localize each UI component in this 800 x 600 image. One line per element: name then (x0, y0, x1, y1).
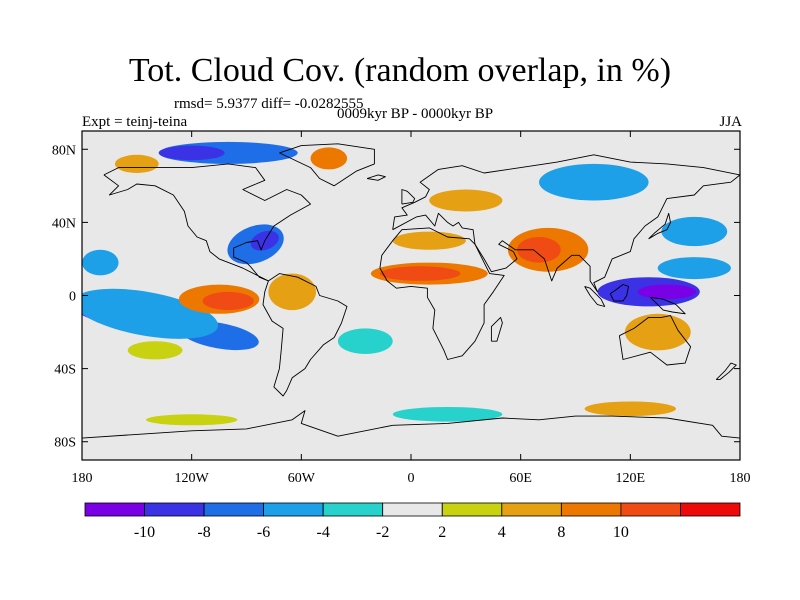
colorbar-label: 4 (498, 524, 506, 541)
coastline-africa (379, 227, 505, 360)
lon-tick-label: 120W (175, 471, 210, 486)
colorbar-label: 8 (557, 524, 565, 541)
coastline-iceland (366, 174, 386, 181)
axis-ticks: 80N 40N 0 40S 80S 180 120W 60W 0 60E 120E 180 (52, 131, 751, 486)
anomaly-australia-positive (624, 313, 691, 351)
colorbar-swatch (203, 502, 265, 517)
lon-tick-label: 60E (509, 471, 532, 486)
coastline-sumatra (584, 285, 606, 307)
anomaly-north-pacific-east (661, 216, 728, 247)
coastline-eurasia (392, 154, 740, 293)
colorbar-swatch (620, 502, 681, 517)
coastlines (82, 143, 740, 439)
coastline-madagascar (490, 316, 503, 342)
anomaly-greenland-red (310, 147, 348, 170)
anomaly-north-pacific-west (82, 249, 119, 276)
anomaly-tropical-south-america (268, 273, 317, 311)
plot-title: Tot. Cloud Cov. (random overlap, in %) (128, 52, 672, 89)
anomaly-southern-ocean-teal (392, 407, 503, 422)
colorbar-swatch (441, 502, 503, 517)
coastline-borneo (609, 284, 629, 302)
anomaly-south-pacific-green (127, 341, 183, 360)
coastline-japan (648, 212, 671, 240)
anomaly-southern-ocean-orange (584, 401, 676, 417)
coastline-north-america (103, 163, 311, 282)
anomaly-east-pacific-core (202, 291, 254, 311)
lon-tick-label: 180 (72, 471, 93, 486)
colorbar-label: -2 (376, 524, 389, 541)
colorbar-label: -6 (257, 524, 270, 541)
anomaly-maritime-core (637, 284, 697, 300)
anomaly-south-atlantic-teal (337, 328, 393, 355)
lat-tick-label: 40S (54, 363, 76, 378)
coastline-australia (618, 315, 692, 366)
anomaly-north-africa-ochre (392, 231, 466, 250)
anomaly-north-atlantic-gray (301, 207, 375, 237)
coastline-south-america (262, 273, 348, 397)
colorbar-swatch (144, 502, 205, 517)
lat-tick-label: 80S (54, 436, 76, 451)
colorbar-swatch (680, 502, 741, 517)
colorbar-label: -10 (134, 524, 155, 541)
colorbar-label: 10 (613, 524, 629, 541)
colorbar-swatch (382, 502, 443, 517)
anomaly-field (82, 141, 731, 426)
season-label: JJA (719, 114, 742, 130)
colorbar-label: -8 (197, 524, 210, 541)
coastline-new-guinea (650, 296, 686, 315)
anomaly-antarctic-coast-ochre (146, 414, 238, 426)
lat-tick-label: 40N (52, 216, 76, 231)
anomaly-europe-ochre (429, 189, 503, 212)
anomaly-arctic-canada-core (158, 145, 225, 161)
colorbar-label: -4 (317, 524, 330, 541)
colorbar: -10 -8 -6 -4 -2 2 4 8 10 (84, 502, 741, 541)
coastline-antarctica (82, 410, 740, 439)
coastline-great-britain (401, 189, 416, 205)
anomaly-africa-sahel-core (379, 266, 461, 281)
lon-tick-label: 180 (730, 471, 751, 486)
colorbar-label: 2 (438, 524, 446, 541)
lat-tick-label: 80N (52, 143, 76, 158)
lon-tick-label: 120E (616, 471, 646, 486)
coastline-new-zealand (715, 362, 737, 381)
anomaly-west-pacific-north (657, 257, 731, 280)
coastline-greenland (279, 143, 375, 187)
colorbar-swatch (501, 502, 562, 517)
lat-tick-label: 0 (69, 290, 76, 305)
anomaly-alaska-ochre (114, 154, 159, 173)
colorbar-swatch (263, 502, 324, 517)
time-range-subtitle: 0009kyr BP - 0000kyr BP (336, 106, 494, 122)
colorbar-swatch (561, 502, 622, 517)
lon-tick-label: 0 (408, 471, 415, 486)
colorbar-swatch (84, 502, 145, 517)
anomaly-arabia-core (517, 237, 561, 263)
colorbar-swatch (322, 502, 384, 517)
rmsd-diff-text: rmsd= 5.9377 diff= -0.0282555 (174, 96, 364, 112)
lon-tick-label: 60W (288, 471, 316, 486)
anomaly-siberia-blue (539, 163, 649, 201)
experiment-label: Expt = teinj-teina (82, 114, 188, 130)
